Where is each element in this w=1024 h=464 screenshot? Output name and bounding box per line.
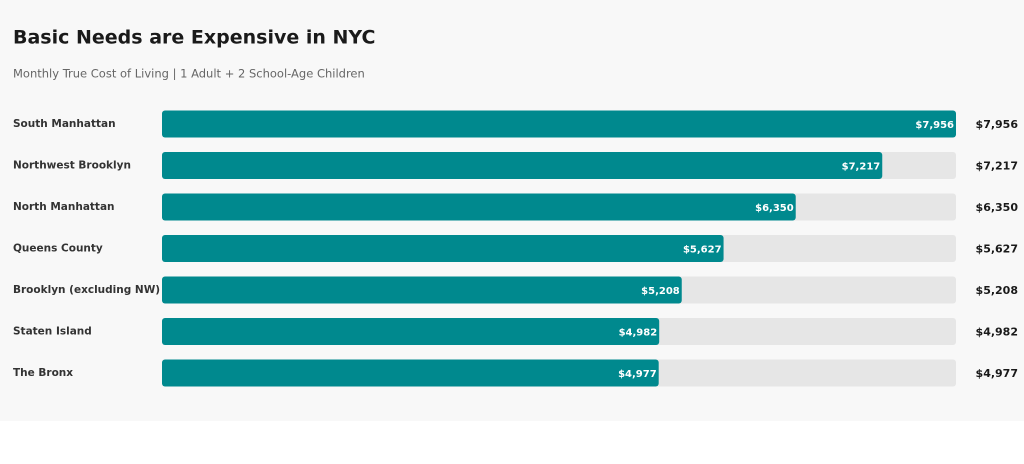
bar <box>162 276 682 304</box>
bar <box>162 235 724 262</box>
value-label: $6,350 <box>976 201 1019 214</box>
bar-value-label: $4,977 <box>618 369 657 380</box>
bar-value-label: $5,627 <box>683 245 722 256</box>
category-label: Brooklyn (excluding NW) <box>13 284 160 296</box>
value-label: $4,977 <box>976 367 1018 380</box>
category-label: The Bronx <box>13 367 73 379</box>
bar <box>162 110 956 138</box>
bar-value-label: $4,982 <box>619 328 658 339</box>
category-label: North Manhattan <box>13 201 115 213</box>
value-label: $7,956 <box>976 118 1019 131</box>
category-label: Staten Island <box>13 326 92 338</box>
category-label: South Manhattan <box>13 118 116 130</box>
value-label: $5,627 <box>976 243 1018 256</box>
bar <box>162 318 660 345</box>
value-label: $4,982 <box>976 326 1018 339</box>
bar <box>162 359 659 387</box>
category-label: Queens County <box>13 243 103 255</box>
bar-value-label: $6,350 <box>755 203 794 214</box>
chart-subtitle: Monthly True Cost of Living | 1 Adult + … <box>13 67 365 81</box>
value-label: $7,217 <box>976 160 1018 173</box>
category-label: Northwest Brooklyn <box>13 160 131 172</box>
bar-value-label: $7,956 <box>915 120 954 131</box>
bar-value-label: $7,217 <box>842 162 881 173</box>
chart-title: Basic Needs are Expensive in NYC <box>13 27 375 49</box>
bar <box>162 193 796 221</box>
bar-value-label: $5,208 <box>641 286 680 297</box>
bar <box>162 152 883 179</box>
value-label: $5,208 <box>976 284 1018 297</box>
